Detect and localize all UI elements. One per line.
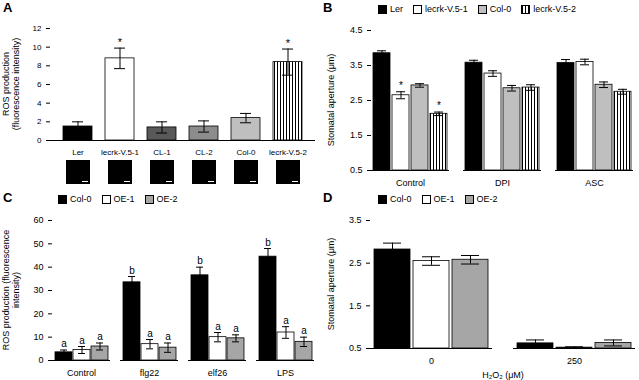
svg-text:flg22: flg22 (140, 368, 160, 378)
svg-text:*: * (437, 100, 441, 111)
html-text:A: A (3, 0, 13, 15)
html-text:Col-0: Col-0 (70, 193, 92, 204)
html-text:C: C (3, 190, 13, 205)
svg-text:0.5: 0.5 (349, 343, 362, 353)
svg-text:ASC: ASC (585, 178, 604, 188)
svg-text:*: * (399, 80, 403, 91)
svg-text:250: 250 (567, 356, 582, 366)
html-text:B: B (323, 0, 333, 15)
svg-text:1.5: 1.5 (350, 130, 363, 140)
html-text:Ler: Ler (390, 3, 403, 14)
html-text:Col-0: Col-0 (390, 193, 412, 204)
html-text:OE-2: OE-2 (156, 193, 178, 204)
svg-text:a: a (97, 331, 103, 342)
svg-text:Col-0: Col-0 (236, 148, 256, 157)
svg-text:50: 50 (33, 239, 43, 249)
svg-text:a: a (147, 328, 153, 339)
svg-text:30: 30 (33, 285, 43, 295)
html-text:OE-2: OE-2 (476, 193, 498, 204)
html-text:Stomatal aperture (μm): Stomatal aperture (μm) (326, 237, 336, 331)
svg-text:H₂O₂ (μM): H₂O₂ (μM) (482, 370, 524, 380)
svg-text:3.5: 3.5 (350, 60, 363, 70)
html-text:Col-0: Col-0 (489, 3, 512, 14)
html-text:ROS production (fluorescence i: ROS production (fluorescence intensity) (1, 229, 21, 351)
svg-text:0: 0 (37, 136, 42, 145)
svg-text:1.5: 1.5 (349, 301, 362, 311)
svg-text:4.5: 4.5 (350, 25, 363, 35)
svg-text:12: 12 (33, 24, 42, 33)
svg-text:a: a (215, 321, 221, 332)
svg-text:elf26: elf26 (208, 368, 228, 378)
svg-text:60: 60 (33, 215, 43, 225)
svg-text:DPI: DPI (495, 178, 510, 188)
html-text:OE-1: OE-1 (113, 193, 135, 204)
svg-text:CL-1: CL-1 (153, 148, 171, 157)
svg-text:10: 10 (33, 332, 43, 342)
svg-text:a: a (301, 325, 307, 336)
svg-text:b: b (197, 255, 203, 266)
svg-text:LPS: LPS (277, 368, 294, 378)
svg-text:a: a (165, 331, 171, 342)
svg-text:2.5: 2.5 (349, 258, 362, 268)
html-text:lecrk-V.5-1: lecrk-V.5-1 (425, 3, 468, 14)
svg-text:a: a (61, 338, 67, 349)
svg-text:40: 40 (33, 262, 43, 272)
svg-text:2.5: 2.5 (350, 95, 363, 105)
html-text:Stomatal aperture (μm): Stomatal aperture (μm) (326, 53, 336, 147)
svg-text:b: b (265, 237, 271, 248)
svg-text:b: b (129, 265, 135, 276)
svg-text:a: a (233, 323, 239, 334)
svg-text:CL-2: CL-2 (195, 148, 213, 157)
svg-text:4: 4 (37, 99, 42, 108)
svg-text:20: 20 (33, 309, 43, 319)
svg-text:lecrk-V.5-2: lecrk-V.5-2 (269, 148, 307, 157)
svg-text:a: a (79, 335, 85, 346)
svg-text:Ler: Ler (72, 148, 84, 157)
html-text:D: D (323, 190, 333, 205)
html-text:ROS production (fluorescence i: ROS production (fluorescence intensity) (1, 37, 21, 131)
html-text:lecrk-V.5-2: lecrk-V.5-2 (533, 3, 576, 14)
svg-text:*: * (286, 37, 291, 49)
svg-text:2: 2 (37, 117, 42, 126)
svg-text:*: * (118, 36, 123, 48)
svg-text:3.5: 3.5 (349, 215, 362, 225)
svg-text:0.5: 0.5 (350, 165, 363, 175)
svg-text:lecrk-V.5-1: lecrk-V.5-1 (101, 148, 139, 157)
svg-text:8: 8 (37, 61, 42, 70)
svg-text:Control: Control (396, 178, 425, 188)
svg-text:0: 0 (429, 356, 434, 366)
html-text:OE-1: OE-1 (433, 193, 455, 204)
svg-text:0: 0 (38, 355, 43, 365)
svg-text:6: 6 (37, 80, 42, 89)
svg-text:Control: Control (67, 368, 96, 378)
svg-text:10: 10 (33, 43, 42, 52)
svg-text:a: a (283, 315, 289, 326)
